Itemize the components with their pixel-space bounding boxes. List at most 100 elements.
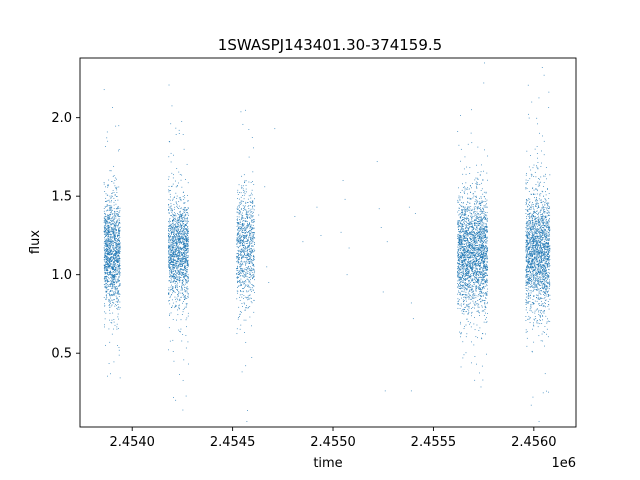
data-point xyxy=(180,228,182,230)
data-point xyxy=(249,277,251,278)
data-point xyxy=(180,237,182,239)
data-point xyxy=(178,205,180,207)
data-point xyxy=(174,206,176,208)
data-point xyxy=(179,215,181,217)
data-point xyxy=(170,232,172,233)
data-point xyxy=(118,238,120,240)
data-point xyxy=(118,231,119,233)
data-point xyxy=(484,282,486,283)
data-point xyxy=(107,214,108,216)
data-point xyxy=(181,254,182,256)
data-point xyxy=(178,251,179,253)
data-point xyxy=(243,274,245,275)
data-point xyxy=(241,296,243,298)
data-point xyxy=(109,273,111,275)
data-point xyxy=(247,297,249,298)
data-point xyxy=(474,278,476,280)
data-point xyxy=(477,236,478,237)
data-point xyxy=(183,208,185,210)
data-point xyxy=(254,205,256,207)
data-point xyxy=(115,295,117,297)
data-point xyxy=(486,265,488,267)
data-point xyxy=(112,277,114,279)
data-point xyxy=(185,289,187,291)
data-point xyxy=(480,251,482,253)
data-point xyxy=(119,283,121,285)
data-point xyxy=(112,262,114,264)
data-point xyxy=(178,129,180,131)
data-point xyxy=(186,267,188,268)
data-point xyxy=(177,214,179,216)
data-point xyxy=(105,291,107,292)
data-point xyxy=(116,328,118,330)
data-point xyxy=(250,182,252,183)
data-point xyxy=(107,234,109,235)
data-point xyxy=(119,244,121,246)
data-point xyxy=(113,237,115,238)
data-point xyxy=(187,245,189,247)
data-point xyxy=(243,223,245,225)
data-point xyxy=(185,291,186,293)
data-point xyxy=(470,206,472,207)
data-point xyxy=(180,292,182,294)
data-point xyxy=(110,233,112,235)
data-point xyxy=(246,251,248,252)
data-point xyxy=(111,229,113,231)
data-point xyxy=(248,253,250,255)
data-point xyxy=(187,312,189,314)
data-point xyxy=(170,259,171,261)
data-point xyxy=(113,279,114,281)
data-point xyxy=(242,248,244,250)
data-point xyxy=(177,236,179,237)
data-point xyxy=(472,261,474,263)
data-point xyxy=(168,293,170,295)
data-point xyxy=(108,199,110,201)
data-point xyxy=(118,230,119,231)
data-point xyxy=(170,239,172,240)
data-point xyxy=(173,279,175,281)
data-point xyxy=(175,242,177,244)
data-point xyxy=(459,241,460,243)
data-point xyxy=(108,236,109,237)
data-point xyxy=(106,268,108,270)
data-point xyxy=(118,250,119,252)
data-point xyxy=(251,245,253,247)
data-point xyxy=(468,218,469,220)
data-point xyxy=(476,281,477,283)
data-point xyxy=(107,230,108,231)
data-point xyxy=(461,225,463,227)
data-point xyxy=(475,281,477,283)
data-point xyxy=(177,232,179,234)
data-point xyxy=(237,258,239,260)
data-point xyxy=(175,259,177,261)
data-point xyxy=(469,245,471,247)
data-point xyxy=(475,270,477,272)
data-point xyxy=(467,223,469,224)
data-point xyxy=(253,221,255,222)
data-point xyxy=(483,263,484,265)
data-point xyxy=(106,221,108,223)
data-point xyxy=(108,219,110,220)
data-point xyxy=(247,271,249,272)
data-point xyxy=(240,208,242,210)
data-point xyxy=(248,298,250,300)
data-point xyxy=(183,237,184,239)
data-point xyxy=(250,241,252,242)
data-point xyxy=(105,201,106,202)
data-point xyxy=(251,226,252,228)
data-point xyxy=(249,224,251,226)
data-point xyxy=(178,306,180,308)
data-point xyxy=(181,263,183,265)
data-point xyxy=(185,269,187,271)
data-point xyxy=(107,245,109,246)
data-point xyxy=(180,226,182,228)
data-point xyxy=(250,205,252,206)
data-point xyxy=(253,237,255,238)
data-point xyxy=(242,185,244,187)
data-point xyxy=(181,282,183,284)
data-point xyxy=(108,259,110,261)
data-point xyxy=(240,235,242,236)
data-point xyxy=(173,247,175,249)
data-point xyxy=(185,395,187,397)
data-point xyxy=(183,206,185,208)
